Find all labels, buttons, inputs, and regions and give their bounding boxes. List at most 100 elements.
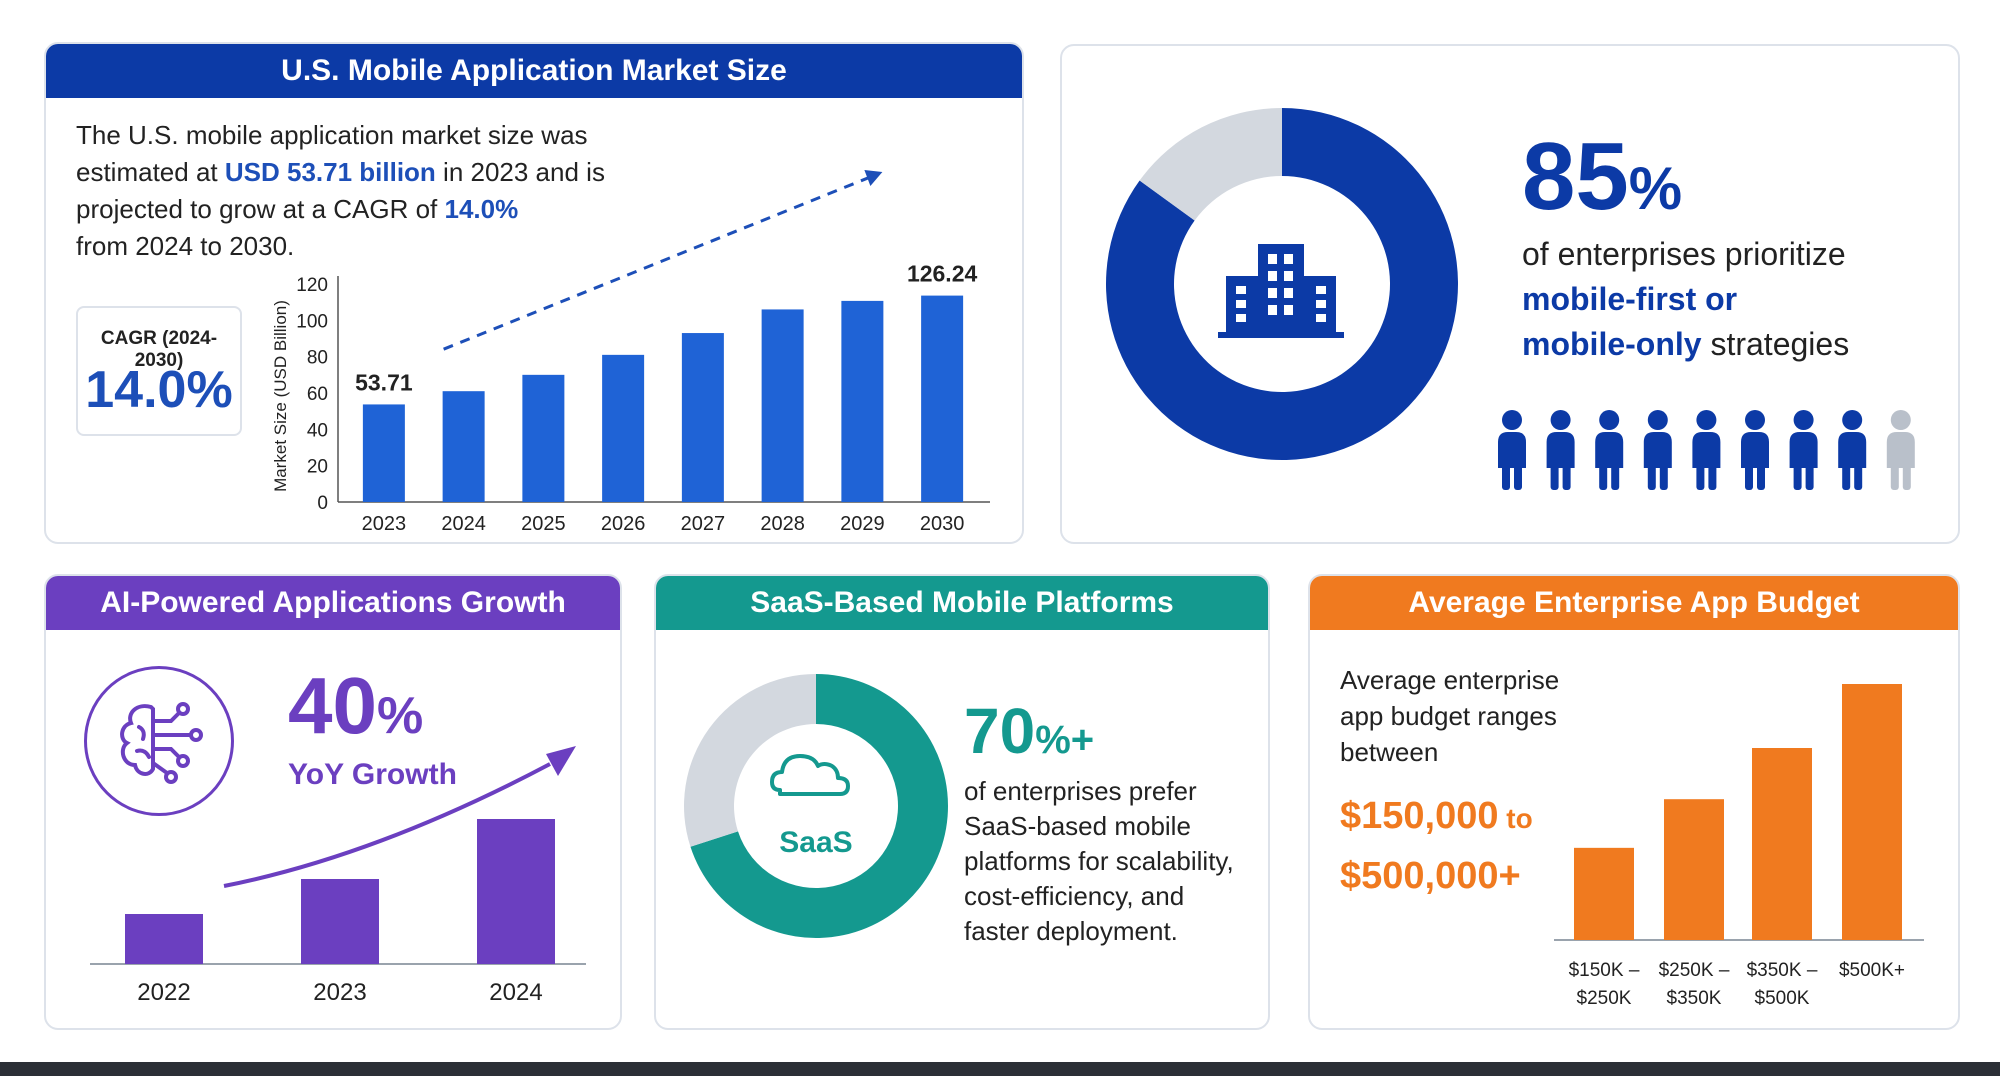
- building-window: [1316, 286, 1326, 294]
- person-leg: [1708, 464, 1717, 490]
- person-icon: [1789, 410, 1818, 490]
- person-icon: [1595, 410, 1624, 490]
- market-desc-line-1: The U.S. mobile application market size …: [76, 120, 588, 150]
- cagr-value: 14.0%: [85, 361, 233, 419]
- budget-range: $150,000 to $500,000+: [1340, 795, 1533, 897]
- budget-x-tick-line: $500K+: [1839, 960, 1905, 981]
- enterprise-donut-slice: [1106, 108, 1458, 461]
- market-x-tick-label: 2026: [601, 513, 646, 535]
- ai-x-tick-label: 2024: [489, 979, 542, 1006]
- saas-description: of enterprises prefer SaaS-based mobile …: [964, 776, 1234, 946]
- saas-donut-slice: [690, 674, 948, 938]
- budget-x-tick-line: $350K –: [1747, 960, 1818, 981]
- saas-percent: 70%+: [964, 695, 1095, 767]
- person-icon: [1886, 410, 1915, 490]
- person-head: [1502, 410, 1522, 430]
- person-head: [1890, 410, 1911, 430]
- budget-bar: [1842, 684, 1902, 940]
- building-window: [1316, 300, 1326, 308]
- ai-trend-arrow-line: [223, 762, 551, 888]
- saas-donut-slice: [684, 674, 816, 847]
- budget-bar: [1574, 847, 1634, 940]
- person-body: [1643, 432, 1672, 468]
- ai-bar: [477, 819, 555, 964]
- market-y-tick-label: 40: [307, 420, 328, 441]
- market-x-tick-label: 2029: [840, 513, 885, 535]
- budget-chart: $150K – $250K $250K – $350K $350K – $500K $500…: [1554, 684, 1924, 1009]
- ai-growth-title: AI-Powered Applications Growth: [46, 576, 620, 630]
- person-body: [1886, 432, 1915, 468]
- market-y-axis-label: Market Size (USD Billion): [271, 300, 290, 492]
- market-bar: [522, 374, 565, 502]
- budget-x-tick-line: $250K –: [1659, 960, 1730, 981]
- enterprise-donut-chart: [1106, 108, 1458, 461]
- budget-bar: [1664, 799, 1724, 940]
- person-leg: [1745, 464, 1753, 490]
- budget-x-tick-label: $350K – $500K: [1747, 960, 1818, 1009]
- person-leg: [1550, 464, 1559, 490]
- market-y-tick-label: 0: [317, 493, 328, 514]
- budget-x-tick-line: $150K –: [1569, 960, 1640, 981]
- market-x-tick-label: 2027: [681, 513, 726, 535]
- market-size-title: U.S. Mobile Application Market Size: [46, 44, 1022, 98]
- market-trend-arrowhead: [864, 170, 883, 186]
- cagr-label: CAGR (2024-2030): [100, 328, 218, 371]
- market-x-tick-label: 2030: [920, 513, 965, 535]
- person-leg: [1514, 464, 1522, 490]
- person-body: [1498, 432, 1526, 468]
- bottom-strip: [0, 1062, 2000, 1076]
- ai-x-tick-label: 2023: [313, 979, 366, 1006]
- building-window: [1284, 305, 1293, 315]
- market-y-tick-label: 100: [296, 311, 328, 332]
- building-tower: [1258, 244, 1304, 332]
- saas-title: SaaS-Based Mobile Platforms: [656, 576, 1268, 630]
- building-window: [1236, 300, 1246, 308]
- market-bar: [681, 333, 724, 502]
- budget-x-tick-line: $350K: [1667, 988, 1722, 1009]
- budget-x-tick-line: $500K: [1755, 988, 1810, 1009]
- market-y-tick-label: 120: [296, 275, 328, 296]
- person-leg: [1696, 464, 1705, 490]
- market-desc-line-3: projected to grow at a CAGR of 14.0%: [76, 194, 519, 224]
- person-leg: [1659, 464, 1668, 490]
- saas-donut-chart: [684, 674, 948, 938]
- person-leg: [1805, 464, 1814, 490]
- person-head: [1647, 410, 1668, 430]
- person-leg: [1902, 464, 1911, 490]
- market-desc-line-2: estimated at USD 53.71 billion in 2023 a…: [76, 157, 605, 187]
- person-body: [1546, 432, 1575, 468]
- person-head: [1842, 410, 1863, 430]
- building-window: [1284, 288, 1293, 298]
- person-body: [1789, 432, 1818, 468]
- market-x-tick-label: 2024: [441, 513, 486, 535]
- person-leg: [1599, 464, 1608, 490]
- saas-card: SaaS-Based Mobile Platforms SaaS 70%+ of…: [654, 574, 1270, 1030]
- market-x-tick-label: 2023: [362, 513, 407, 535]
- ai-trend-arrowhead: [546, 746, 576, 776]
- saas-icon-label: SaaS: [779, 826, 853, 859]
- market-data-label: 53.71: [355, 369, 413, 395]
- person-body: [1595, 432, 1624, 468]
- person-icon: [1838, 410, 1867, 490]
- budget-description: Average enterprise app budget ranges bet…: [1340, 665, 1560, 767]
- person-icon: [1498, 410, 1526, 490]
- building-window: [1268, 288, 1277, 298]
- market-data-label: 126.24: [907, 261, 978, 287]
- budget-title: Average Enterprise App Budget: [1310, 576, 1958, 630]
- person-leg: [1647, 464, 1656, 490]
- brain-circuit-svg: [120, 702, 203, 784]
- person-head: [1745, 410, 1765, 430]
- budget-bar: [1752, 748, 1812, 940]
- person-icon: [1643, 410, 1672, 490]
- market-y-tick-label: 60: [307, 384, 328, 405]
- brain-circuit-icon: [84, 666, 234, 816]
- market-cagr-inline: 14.0%: [444, 194, 519, 224]
- building-window: [1268, 254, 1277, 264]
- person-leg: [1502, 464, 1510, 490]
- enterprise-description: of enterprises prioritize mobile-first o…: [1522, 236, 1850, 362]
- market-desc-line-4: from 2024 to 2030.: [76, 231, 295, 261]
- person-leg: [1854, 464, 1863, 490]
- market-bar: [362, 404, 405, 502]
- person-head: [1550, 410, 1571, 430]
- market-size-value: USD 53.71 billion: [224, 157, 436, 187]
